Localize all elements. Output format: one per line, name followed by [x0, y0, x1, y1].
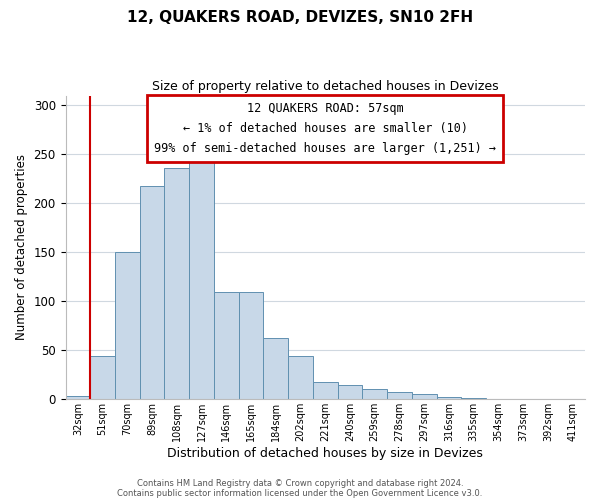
Bar	[461, 398, 486, 400]
Bar	[313, 382, 338, 400]
Bar	[214, 292, 239, 400]
Bar	[338, 384, 362, 400]
Bar	[263, 338, 288, 400]
Bar	[437, 398, 461, 400]
Text: 12, QUAKERS ROAD, DEVIZES, SN10 2FH: 12, QUAKERS ROAD, DEVIZES, SN10 2FH	[127, 10, 473, 25]
Bar	[65, 396, 90, 400]
Bar	[115, 252, 140, 400]
Text: Contains public sector information licensed under the Open Government Licence v3: Contains public sector information licen…	[118, 488, 482, 498]
Title: Size of property relative to detached houses in Devizes: Size of property relative to detached ho…	[152, 80, 499, 93]
Bar	[387, 392, 412, 400]
Bar	[90, 356, 115, 400]
Y-axis label: Number of detached properties: Number of detached properties	[15, 154, 28, 340]
Text: Contains HM Land Registry data © Crown copyright and database right 2024.: Contains HM Land Registry data © Crown c…	[137, 478, 463, 488]
Bar	[412, 394, 437, 400]
Bar	[140, 186, 164, 400]
Bar	[239, 292, 263, 400]
Bar	[288, 356, 313, 400]
Bar	[362, 388, 387, 400]
Text: 12 QUAKERS ROAD: 57sqm
← 1% of detached houses are smaller (10)
99% of semi-deta: 12 QUAKERS ROAD: 57sqm ← 1% of detached …	[154, 102, 496, 154]
X-axis label: Distribution of detached houses by size in Devizes: Distribution of detached houses by size …	[167, 447, 483, 460]
Bar	[189, 156, 214, 400]
Bar	[164, 168, 189, 400]
